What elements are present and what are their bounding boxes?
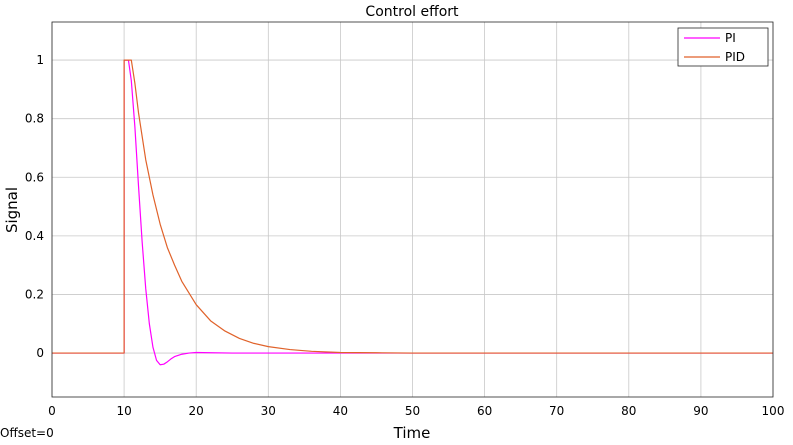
series-line-pid — [52, 59, 773, 354]
x-tick-label: 60 — [477, 404, 492, 418]
legend: PI PID — [677, 27, 769, 67]
y-tick-label: 0 — [36, 346, 44, 360]
y-tick-label: 0.4 — [25, 229, 44, 243]
x-tick-label: 100 — [762, 404, 785, 418]
x-tick-labels: 0 10 20 30 40 50 60 70 80 90 100 — [48, 404, 784, 418]
y-tick-label: 0.2 — [25, 287, 44, 301]
x-tick-label: 30 — [261, 404, 276, 418]
legend-label-pi: PI — [725, 31, 736, 45]
x-tick-label: 90 — [693, 404, 708, 418]
x-tick-label: 80 — [621, 404, 636, 418]
legend-label-pid: PID — [725, 50, 745, 64]
series-layer — [52, 59, 773, 366]
legend-box — [677, 27, 769, 67]
x-tick-label: 50 — [405, 404, 420, 418]
x-tick-label: 70 — [549, 404, 564, 418]
x-tick-label: 0 — [48, 404, 56, 418]
y-tick-label: 0.6 — [25, 170, 44, 184]
x-tick-label: 10 — [116, 404, 131, 418]
y-tick-labels: 0 0.2 0.4 0.6 0.8 1 — [25, 53, 44, 360]
y-tick-label: 0.8 — [25, 112, 44, 126]
plot-frame — [51, 21, 774, 398]
series-line-pi — [52, 59, 773, 366]
y-axis-label: Signal — [3, 187, 21, 233]
offset-label: Offset=0 — [0, 426, 54, 440]
x-tick-label: 20 — [189, 404, 204, 418]
y-tick-label: 1 — [36, 53, 44, 67]
chart-title: Control effort — [365, 4, 459, 20]
x-axis-label: Time — [393, 424, 431, 442]
x-tick-label: 40 — [333, 404, 348, 418]
